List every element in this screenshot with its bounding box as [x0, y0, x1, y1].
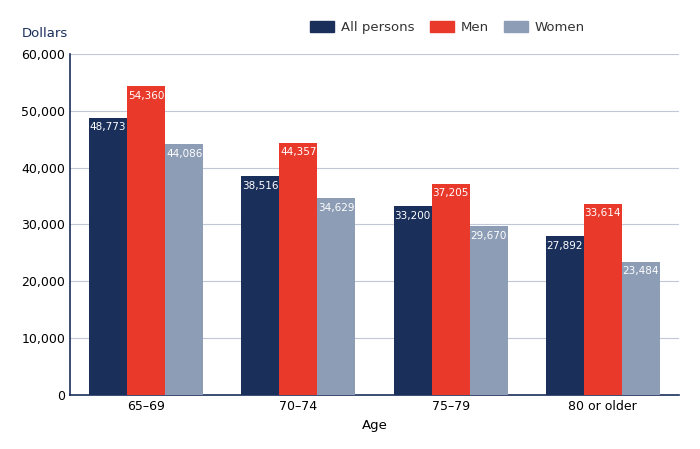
Bar: [165, 145, 203, 395]
Text: 48,773: 48,773: [90, 122, 126, 132]
Text: 33,200: 33,200: [394, 211, 430, 221]
Text: 44,357: 44,357: [280, 147, 316, 158]
Legend: All persons, Men, Women: All persons, Men, Women: [305, 16, 590, 40]
Bar: [622, 262, 660, 395]
Bar: [241, 176, 279, 395]
Text: 34,629: 34,629: [318, 202, 355, 213]
Bar: [279, 143, 317, 395]
X-axis label: Age: Age: [362, 418, 387, 431]
Bar: [317, 198, 356, 395]
Bar: [432, 184, 470, 395]
Bar: [470, 226, 508, 395]
Text: 27,892: 27,892: [547, 241, 583, 251]
Bar: [127, 86, 165, 395]
Text: 33,614: 33,614: [584, 208, 621, 219]
Text: 37,205: 37,205: [433, 188, 469, 198]
Text: 23,484: 23,484: [623, 266, 659, 276]
Text: Dollars: Dollars: [21, 27, 67, 40]
Bar: [393, 206, 432, 395]
Text: 44,086: 44,086: [166, 149, 202, 159]
Text: 54,360: 54,360: [128, 91, 164, 101]
Bar: [546, 237, 584, 395]
Text: 29,670: 29,670: [470, 231, 507, 241]
Bar: [89, 118, 127, 395]
Bar: [584, 204, 622, 395]
Text: 38,516: 38,516: [242, 180, 279, 191]
